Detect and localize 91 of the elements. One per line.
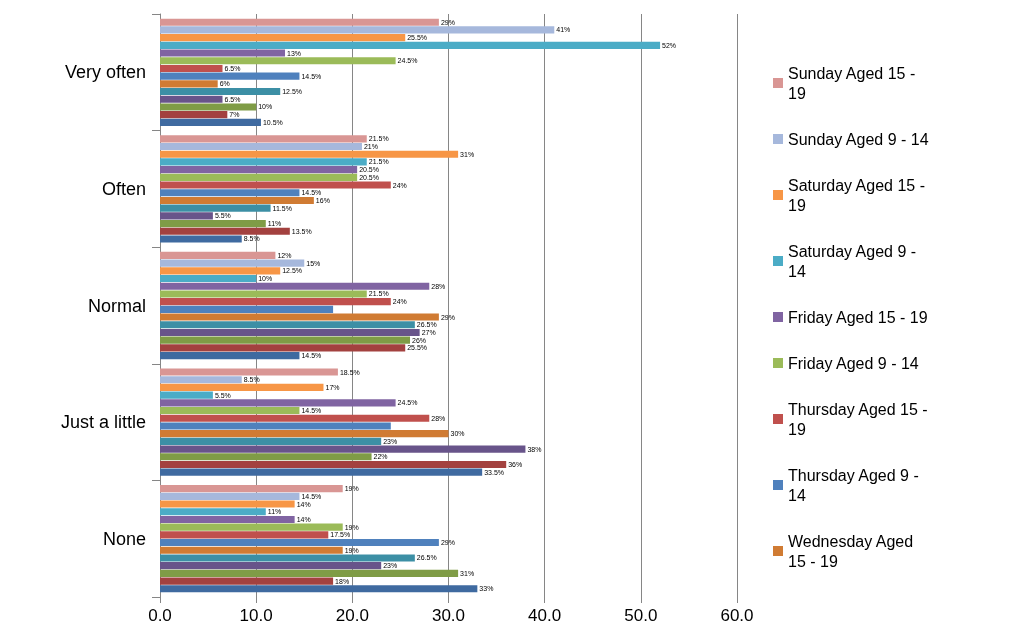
bar bbox=[160, 399, 396, 407]
bar bbox=[160, 508, 266, 516]
bar bbox=[160, 430, 449, 438]
bar bbox=[160, 515, 295, 524]
bar bbox=[160, 546, 343, 554]
bar bbox=[160, 49, 286, 57]
legend-label: Wednesday Aged 15 - 19 bbox=[788, 532, 918, 570]
legend-label: Friday Aged 15 - 19 bbox=[788, 308, 928, 326]
x-tick-label: 40.0 bbox=[528, 606, 562, 625]
bar bbox=[160, 290, 367, 298]
bar bbox=[160, 41, 661, 49]
legend-label: Saturday Aged 15 - 19 bbox=[788, 176, 930, 214]
bar bbox=[160, 492, 300, 500]
x-tick-label: 50.0 bbox=[624, 606, 658, 625]
y-tick-label: Normal bbox=[87, 295, 146, 316]
bar bbox=[160, 251, 276, 259]
bar bbox=[160, 267, 281, 275]
x-tick-label: 0.0 bbox=[148, 606, 172, 625]
bar bbox=[160, 531, 329, 539]
y-tick-label: Very often bbox=[64, 62, 146, 83]
bar bbox=[160, 453, 372, 461]
bar bbox=[160, 111, 228, 119]
bar bbox=[160, 500, 295, 508]
bar bbox=[160, 376, 242, 384]
bar bbox=[160, 468, 483, 476]
y-tick-label: None bbox=[102, 528, 146, 549]
bar bbox=[160, 34, 406, 42]
bar bbox=[160, 313, 439, 321]
legend-label: Sunday Aged 15 - 19 bbox=[788, 64, 920, 102]
bar bbox=[160, 298, 391, 306]
bar bbox=[160, 220, 266, 228]
bar bbox=[160, 259, 305, 267]
bar bbox=[160, 235, 242, 243]
bar bbox=[160, 72, 300, 80]
bar bbox=[160, 181, 391, 189]
bar bbox=[160, 103, 257, 111]
bar bbox=[160, 166, 358, 174]
bar bbox=[160, 328, 420, 337]
bar bbox=[160, 18, 439, 26]
bar bbox=[160, 406, 300, 415]
bar bbox=[160, 562, 382, 570]
bar bbox=[160, 554, 415, 562]
bar bbox=[160, 118, 261, 126]
x-tick-label: 20.0 bbox=[335, 606, 369, 625]
bar bbox=[160, 227, 290, 235]
bar bbox=[160, 344, 406, 352]
bar bbox=[160, 26, 555, 34]
x-tick-label: 30.0 bbox=[431, 606, 466, 625]
legend-label: Sunday Aged 9 - 14 bbox=[788, 130, 929, 148]
bar bbox=[160, 158, 367, 166]
legend-label: Friday Aged 9 - 14 bbox=[788, 354, 919, 372]
bar bbox=[160, 577, 334, 585]
bar bbox=[160, 189, 300, 197]
bar bbox=[160, 538, 439, 547]
bar bbox=[160, 57, 396, 65]
bar bbox=[160, 437, 382, 445]
legend-label: Saturday Aged 9 - 14 bbox=[788, 242, 921, 280]
bar bbox=[160, 445, 526, 453]
bar bbox=[160, 204, 271, 212]
bar bbox=[160, 274, 257, 283]
x-tick-label: 10.0 bbox=[239, 606, 273, 625]
legend-label: Thursday Aged 9 - 14 bbox=[788, 466, 924, 504]
legend-label: Thursday Aged 15 - 19 bbox=[788, 400, 933, 438]
bar bbox=[160, 87, 281, 96]
bar bbox=[160, 282, 430, 290]
bar bbox=[160, 64, 223, 73]
bar bbox=[160, 485, 343, 493]
y-tick-label: Often bbox=[101, 178, 146, 199]
bar bbox=[160, 414, 430, 422]
x-tick-label: 60.0 bbox=[720, 606, 754, 625]
bar bbox=[160, 422, 391, 430]
bar bbox=[160, 80, 218, 88]
bar bbox=[160, 150, 459, 158]
bar bbox=[160, 95, 223, 103]
bar bbox=[160, 135, 367, 143]
bar bbox=[160, 383, 324, 391]
bar bbox=[160, 321, 415, 329]
bar bbox=[160, 391, 213, 399]
bar bbox=[160, 305, 334, 313]
bar bbox=[160, 585, 478, 593]
bar bbox=[160, 336, 411, 344]
bar bbox=[160, 142, 362, 151]
bar bbox=[160, 569, 459, 577]
bar bbox=[160, 523, 343, 531]
bar bbox=[160, 352, 300, 360]
bar bbox=[160, 173, 358, 181]
bar bbox=[160, 368, 338, 376]
bar bbox=[160, 196, 314, 205]
y-tick-label: Just a little bbox=[60, 412, 146, 433]
bar bbox=[160, 460, 507, 469]
bar bbox=[160, 212, 213, 220]
